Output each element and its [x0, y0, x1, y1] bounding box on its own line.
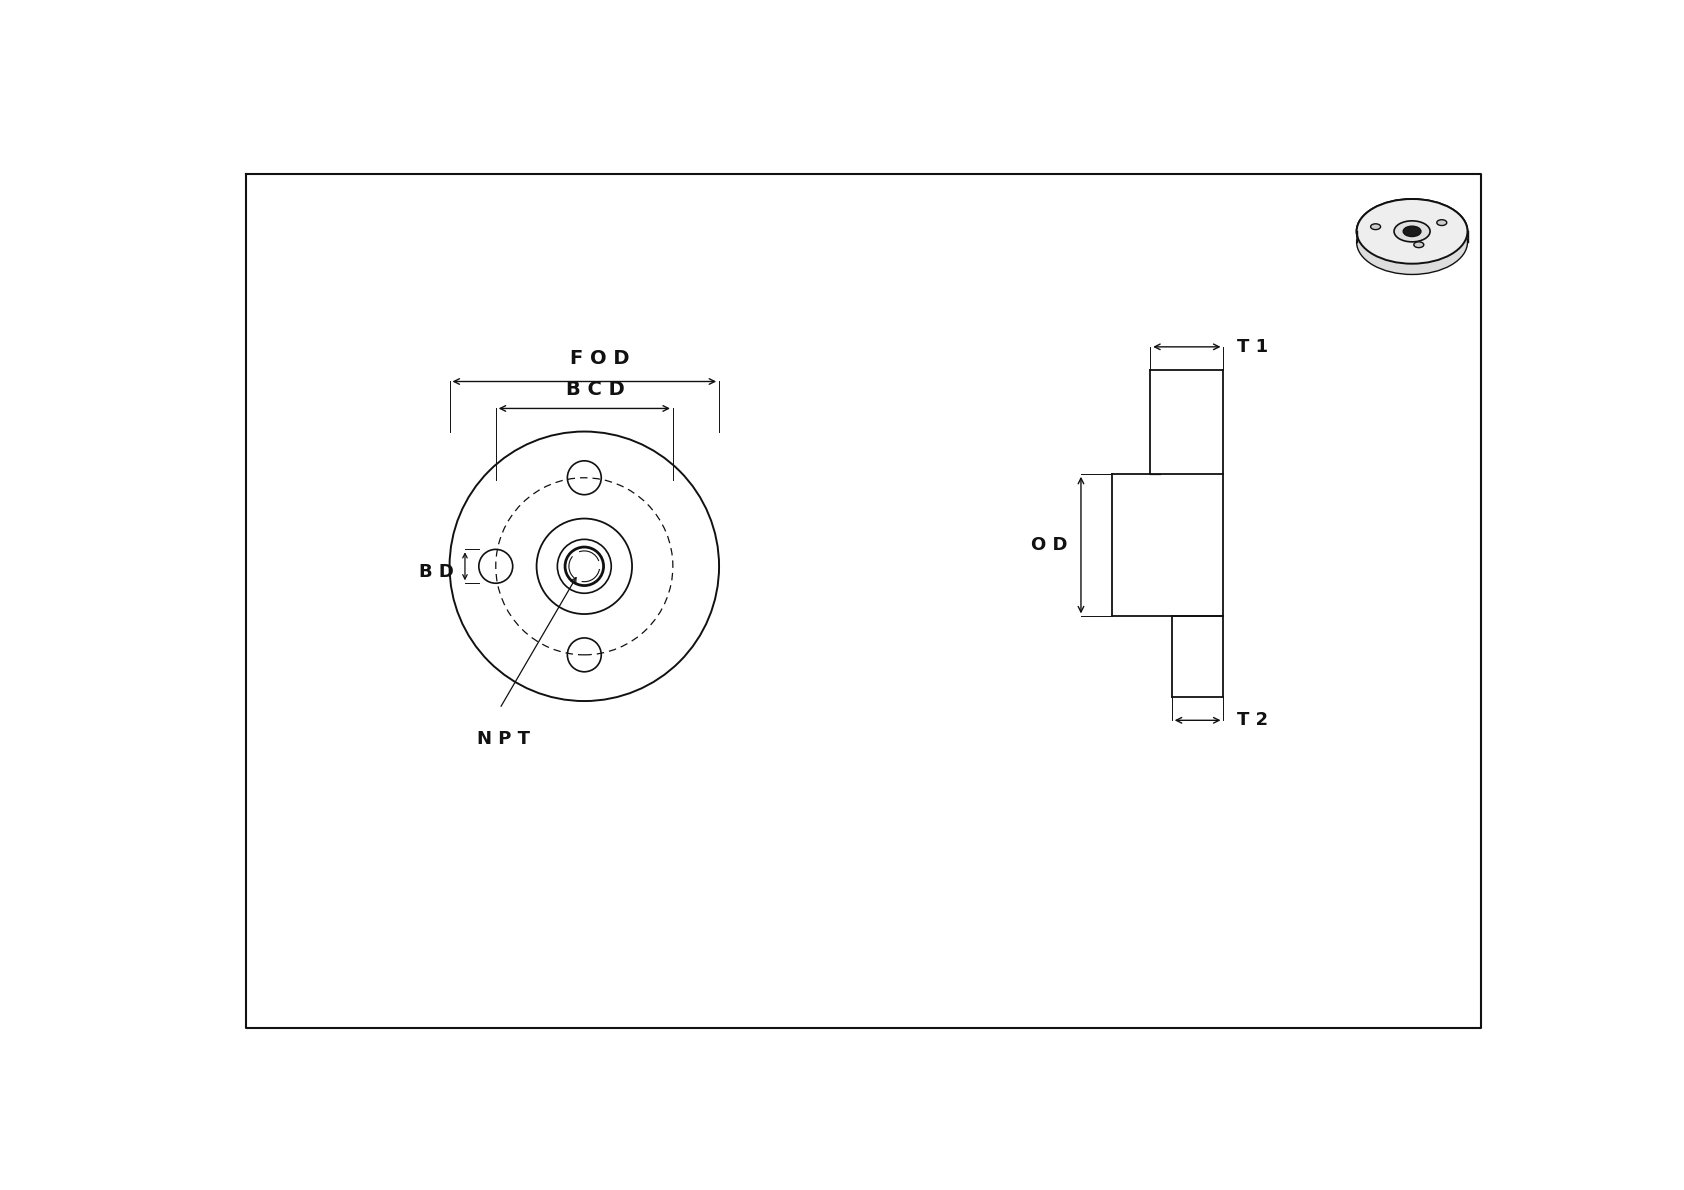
Text: F O D: F O D	[569, 349, 630, 368]
Ellipse shape	[1403, 226, 1421, 237]
Text: T 2: T 2	[1238, 712, 1268, 729]
Text: B C D: B C D	[566, 381, 625, 399]
Ellipse shape	[1357, 199, 1467, 264]
Ellipse shape	[1415, 242, 1423, 248]
Text: N P T: N P T	[477, 731, 529, 749]
Ellipse shape	[1371, 224, 1381, 230]
Ellipse shape	[1357, 209, 1467, 275]
Text: B D: B D	[419, 563, 453, 582]
Ellipse shape	[1357, 199, 1467, 264]
Ellipse shape	[1436, 220, 1447, 226]
Ellipse shape	[1394, 221, 1430, 242]
Text: O D: O D	[1031, 537, 1068, 555]
Text: T 1: T 1	[1238, 338, 1268, 356]
